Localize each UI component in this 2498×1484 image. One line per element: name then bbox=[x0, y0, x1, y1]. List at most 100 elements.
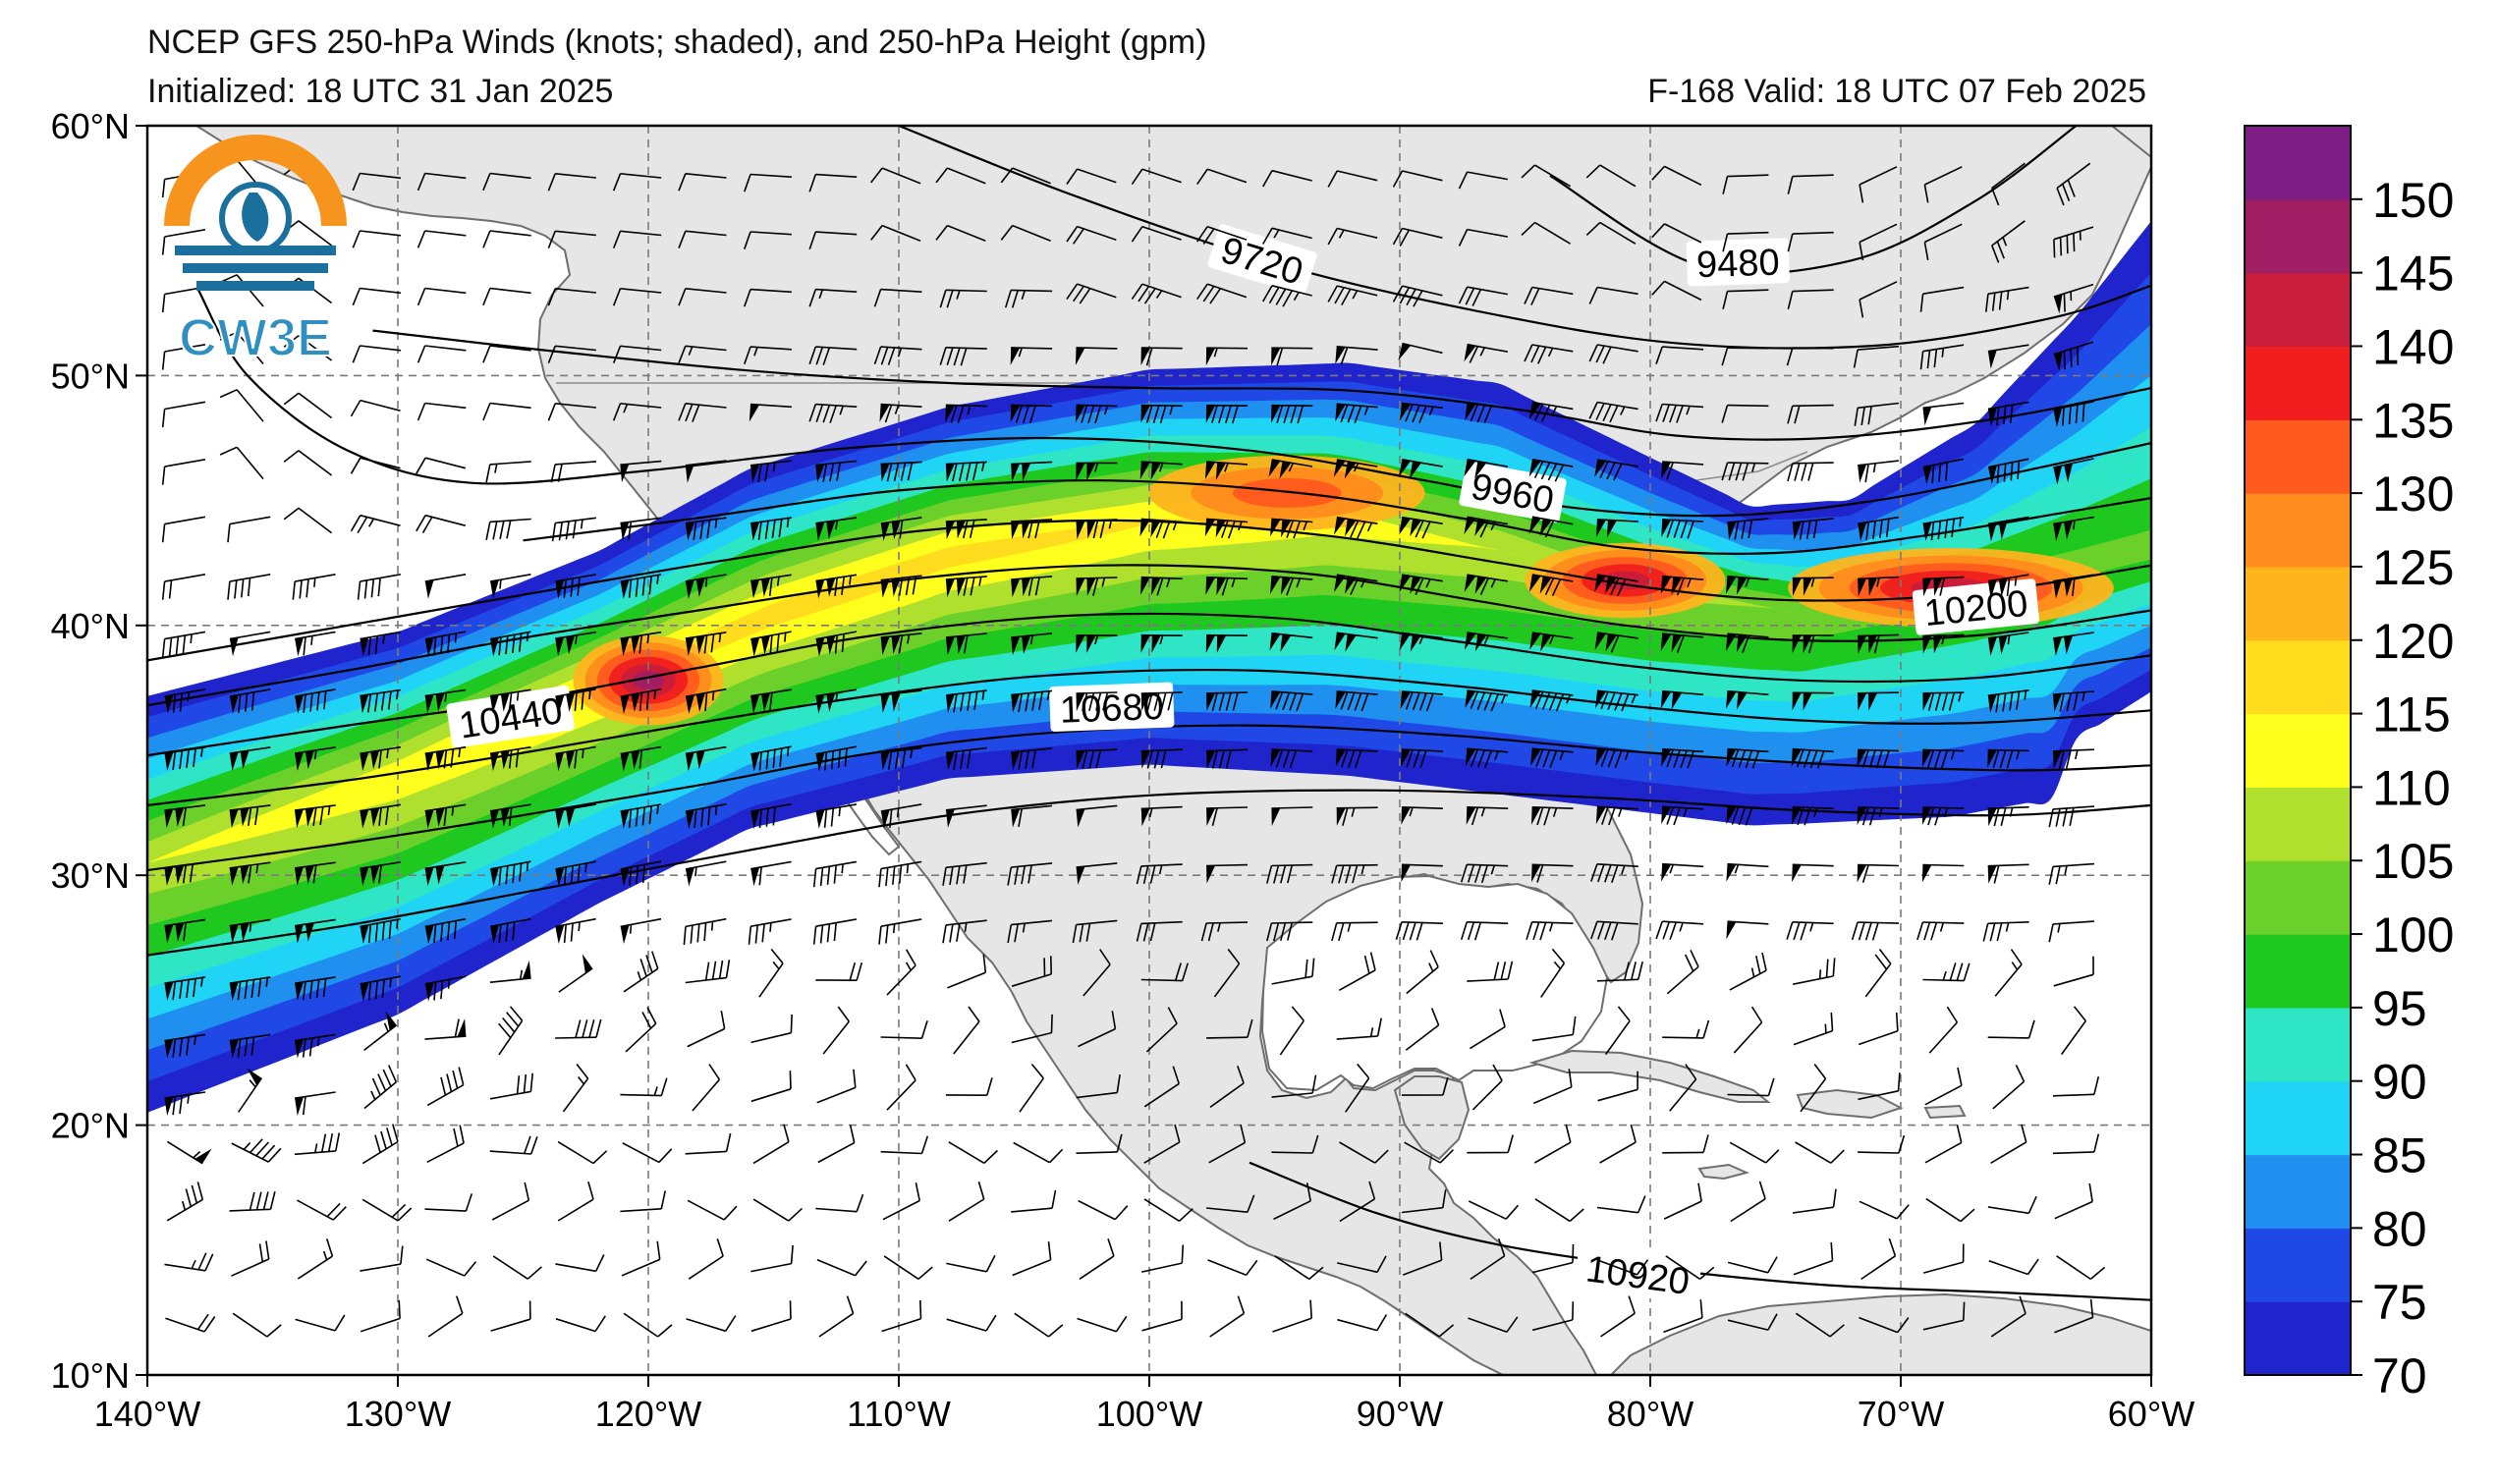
barb-full bbox=[815, 404, 824, 422]
wind-barb-549 bbox=[752, 1198, 804, 1222]
barb-flag bbox=[1011, 464, 1021, 482]
barb-full bbox=[833, 922, 837, 942]
barb-full bbox=[1327, 228, 1338, 246]
barb-full bbox=[1429, 950, 1439, 967]
barb-full bbox=[708, 1064, 721, 1080]
barb-full bbox=[1341, 288, 1352, 305]
barb-full bbox=[1399, 287, 1411, 304]
barb-half bbox=[1621, 865, 1626, 875]
wind-barb-587 bbox=[1274, 1255, 1324, 1281]
barb-full bbox=[189, 863, 194, 883]
barb-flag bbox=[815, 809, 825, 829]
wind-barb-111 bbox=[1524, 344, 1574, 364]
wind-barb-507 bbox=[1924, 1067, 1963, 1106]
wind-barb-87 bbox=[1919, 286, 1965, 312]
wind-barb-136 bbox=[1205, 404, 1249, 424]
barb-flag bbox=[695, 750, 705, 770]
barb-half bbox=[451, 806, 455, 816]
barb-full bbox=[453, 920, 458, 940]
wind-barb-79 bbox=[1392, 285, 1443, 307]
barb-shaft bbox=[1402, 402, 1443, 410]
wind-barb-144 bbox=[1721, 404, 1769, 423]
barb-full bbox=[323, 690, 327, 710]
barb-shaft bbox=[555, 1263, 596, 1273]
wind-barb-446 bbox=[1864, 949, 1892, 998]
wind-barb-23 bbox=[1651, 165, 1702, 187]
barb-shaft bbox=[298, 507, 333, 534]
barb-half bbox=[1631, 694, 1637, 704]
barb-full bbox=[1291, 1006, 1305, 1021]
barb-full bbox=[983, 1149, 998, 1164]
barb-shaft bbox=[815, 688, 858, 697]
wind-barb-591 bbox=[1531, 1243, 1575, 1274]
barb-shaft bbox=[1922, 286, 1965, 295]
wind-barb-157 bbox=[620, 460, 662, 483]
barb-full bbox=[1072, 924, 1078, 944]
barb-full bbox=[1011, 290, 1019, 308]
barb-flag bbox=[695, 692, 705, 712]
barb-full bbox=[1873, 634, 1880, 654]
barb-shaft bbox=[815, 403, 858, 408]
barb-full bbox=[744, 346, 751, 364]
barb-full bbox=[1945, 462, 1949, 481]
barb-full bbox=[1937, 521, 1942, 540]
wind-barb-181 bbox=[227, 516, 271, 543]
barb-shaft bbox=[880, 517, 922, 524]
barb-shaft bbox=[424, 402, 467, 410]
barb-shaft bbox=[685, 403, 727, 409]
wind-barb-294 bbox=[1726, 689, 1769, 710]
barb-full bbox=[185, 1188, 193, 1207]
lon-tick-label: 60°W bbox=[2108, 1394, 2194, 1434]
barb-shaft bbox=[1011, 576, 1053, 580]
barb-full bbox=[502, 1017, 516, 1033]
barb-flag bbox=[1335, 404, 1346, 422]
wind-barb-112 bbox=[1588, 344, 1638, 364]
wind-barb-197 bbox=[1270, 518, 1313, 539]
barb-full bbox=[1805, 521, 1811, 539]
wind-barb-417 bbox=[1916, 921, 1965, 941]
barb-shaft bbox=[2053, 401, 2094, 411]
wind-barb-466 bbox=[1206, 1018, 1253, 1039]
barb-flag bbox=[750, 809, 760, 829]
barb-full bbox=[1341, 749, 1349, 768]
barb-full bbox=[612, 403, 622, 421]
barb-full bbox=[387, 1065, 398, 1083]
barb-full bbox=[1858, 921, 1865, 941]
barb-flag bbox=[1206, 750, 1216, 769]
barb-flag bbox=[240, 865, 250, 885]
lat-tick-label: 20°N bbox=[51, 1106, 130, 1146]
wind-barb-553 bbox=[1011, 1189, 1057, 1213]
barb-full bbox=[920, 1135, 929, 1154]
wind-barb-473 bbox=[1662, 1019, 1710, 1039]
wind-barb-441 bbox=[1540, 948, 1566, 998]
barb-flag bbox=[1464, 632, 1476, 650]
barb-flag bbox=[1594, 460, 1606, 477]
barb-flag bbox=[1529, 632, 1541, 650]
barb-shaft bbox=[1800, 1077, 1827, 1113]
barb-flag bbox=[1988, 465, 1997, 485]
barb-flag bbox=[1076, 692, 1085, 711]
barb-shaft bbox=[2054, 1316, 2093, 1334]
barb-flag bbox=[1399, 575, 1412, 592]
wind-barb-546 bbox=[557, 1181, 594, 1222]
barb-full bbox=[1438, 1324, 1455, 1338]
barb-flag bbox=[1531, 864, 1541, 883]
barb-full bbox=[1153, 749, 1160, 769]
barb-full bbox=[1572, 1243, 1575, 1263]
wind-barb-48 bbox=[1327, 227, 1378, 246]
barb-shaft bbox=[1337, 1262, 1378, 1274]
barb-shaft bbox=[685, 632, 727, 639]
barb-full bbox=[1801, 463, 1807, 481]
colorbar-swatch-75 bbox=[2245, 1228, 2351, 1302]
barb-flag bbox=[1922, 635, 1932, 654]
wind-barb-604 bbox=[427, 1295, 464, 1338]
barb-full bbox=[1878, 949, 1892, 964]
wind-barb-267 bbox=[1922, 633, 1965, 654]
wind-barb-291 bbox=[1529, 689, 1574, 712]
barb-full bbox=[2003, 406, 2007, 425]
barb-shaft bbox=[489, 287, 531, 295]
barb-shaft bbox=[1858, 345, 1900, 351]
barb-full bbox=[1469, 346, 1479, 363]
barb-flag bbox=[1531, 806, 1541, 825]
barb-full bbox=[716, 1237, 724, 1257]
